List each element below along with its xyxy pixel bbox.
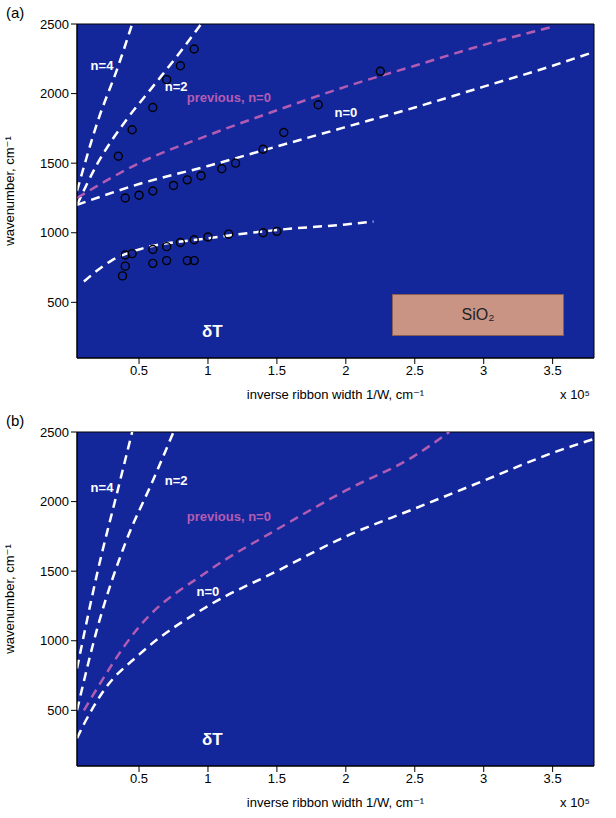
- svg-text:0.5: 0.5: [130, 771, 148, 786]
- svg-text:2000: 2000: [40, 494, 69, 509]
- svg-text:3: 3: [480, 363, 487, 378]
- svg-text:n=2: n=2: [165, 79, 188, 94]
- svg-text:inverse ribbon width 1/W, cm⁻¹: inverse ribbon width 1/W, cm⁻¹: [247, 795, 425, 810]
- svg-text:500: 500: [47, 703, 69, 718]
- svg-text:3.5: 3.5: [544, 363, 562, 378]
- svg-text:2: 2: [342, 363, 349, 378]
- svg-text:2000: 2000: [40, 86, 69, 101]
- svg-text:2500: 2500: [40, 17, 69, 32]
- svg-text:previous, n=0: previous, n=0: [187, 509, 271, 524]
- svg-text:1000: 1000: [40, 633, 69, 648]
- svg-text:n=0: n=0: [197, 584, 220, 599]
- svg-text:3.5: 3.5: [544, 771, 562, 786]
- svg-text:3: 3: [480, 771, 487, 786]
- svg-text:2.5: 2.5: [406, 363, 424, 378]
- html-text:(a): (a): [6, 4, 25, 21]
- html-text:SiO₂: SiO₂: [461, 306, 495, 323]
- html-text:(b): (b): [6, 412, 25, 429]
- html-text:δT: δT: [202, 322, 223, 341]
- svg-text:n=0: n=0: [334, 105, 357, 120]
- svg-text:500: 500: [47, 295, 69, 310]
- svg-text:2: 2: [342, 771, 349, 786]
- svg-text:1: 1: [204, 363, 211, 378]
- svg-text:2500: 2500: [40, 425, 69, 440]
- svg-text:n=4: n=4: [91, 58, 115, 73]
- svg-text:x 10⁵: x 10⁵: [560, 387, 590, 402]
- svg-text:0.5: 0.5: [130, 363, 148, 378]
- svg-text:wavenumber, cm⁻¹: wavenumber, cm⁻¹: [2, 544, 17, 655]
- svg-text:n=2: n=2: [165, 473, 188, 488]
- svg-text:1500: 1500: [40, 564, 69, 579]
- svg-text:1: 1: [204, 771, 211, 786]
- svg-text:1500: 1500: [40, 156, 69, 171]
- svg-text:1000: 1000: [40, 225, 69, 240]
- svg-text:wavenumber, cm⁻¹: wavenumber, cm⁻¹: [2, 136, 17, 247]
- svg-text:1.5: 1.5: [268, 363, 286, 378]
- svg-text:inverse ribbon width 1/W, cm⁻¹: inverse ribbon width 1/W, cm⁻¹: [247, 387, 425, 402]
- svg-text:x 10⁵: x 10⁵: [560, 795, 590, 810]
- html-text:δT: δT: [202, 730, 223, 749]
- svg-text:n=4: n=4: [91, 480, 115, 495]
- svg-text:1.5: 1.5: [268, 771, 286, 786]
- svg-text:2.5: 2.5: [406, 771, 424, 786]
- svg-text:previous, n=0: previous, n=0: [187, 90, 271, 105]
